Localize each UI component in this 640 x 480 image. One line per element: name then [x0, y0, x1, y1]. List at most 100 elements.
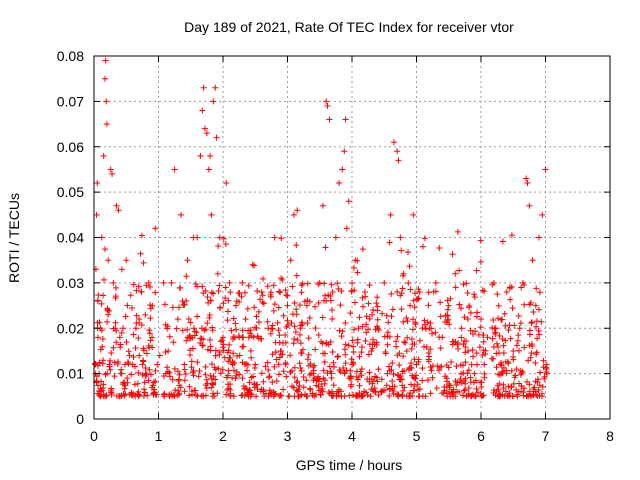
scatter-point: [341, 346, 348, 353]
scatter-point: [260, 378, 267, 385]
scatter-point: [366, 282, 373, 289]
data-point: [103, 98, 110, 105]
scatter-point: [199, 342, 206, 349]
scatter-point: [255, 319, 262, 326]
scatter-point: [540, 357, 547, 364]
scatter-point: [217, 305, 224, 312]
data-point: [465, 347, 472, 354]
scatter-point: [398, 247, 405, 254]
scatter-point: [139, 357, 146, 364]
data-point: [229, 361, 236, 368]
scatter-point: [423, 344, 430, 351]
data-point: [194, 234, 201, 241]
scatter-point: [379, 310, 386, 317]
data-point: [106, 361, 113, 368]
scatter-point: [141, 379, 148, 386]
scatter-point: [432, 288, 439, 295]
scatter-point: [255, 335, 262, 342]
scatter-point: [293, 311, 300, 318]
scatter-point: [215, 242, 222, 249]
scatter-point: [222, 295, 229, 302]
scatter-point: [405, 280, 412, 287]
scatter-point: [272, 339, 279, 346]
scatter-point: [310, 364, 317, 371]
scatter-point: [350, 360, 357, 367]
scatter-point: [312, 346, 319, 353]
scatter-point: [245, 327, 252, 334]
scatter-point: [244, 367, 251, 374]
scatter-point: [498, 316, 505, 323]
scatter-point: [188, 358, 195, 365]
scatter-point: [162, 348, 169, 355]
scatter-point: [507, 335, 514, 342]
scatter-point: [141, 386, 148, 393]
scatter-point: [421, 235, 428, 242]
scatter-point: [348, 356, 355, 363]
scatter-point: [400, 353, 407, 360]
scatter-point: [304, 297, 311, 304]
dense-scatter-band: [91, 228, 550, 400]
data-point: [395, 157, 402, 164]
scatter-point: [122, 391, 129, 398]
scatter-point: [410, 387, 417, 394]
scatter-point: [445, 364, 452, 371]
scatter-point: [373, 339, 380, 346]
data-point: [400, 270, 407, 277]
scatter-point: [190, 372, 197, 379]
scatter-point: [500, 349, 507, 356]
scatter-point: [449, 251, 456, 258]
scatter-point: [442, 312, 449, 319]
scatter-point: [388, 290, 395, 297]
scatter-point: [149, 302, 156, 309]
scatter-point: [429, 374, 436, 381]
scatter-point: [425, 302, 432, 309]
scatter-point: [132, 345, 139, 352]
y-tick-label: 0.07: [57, 93, 84, 109]
scatter-point: [224, 372, 231, 379]
scatter-point: [342, 351, 349, 358]
scatter-point: [473, 350, 480, 357]
scatter-point: [351, 299, 358, 306]
scatter-point: [108, 389, 115, 396]
scatter-point: [175, 376, 182, 383]
y-tick-label: 0.03: [57, 275, 84, 291]
scatter-point: [534, 376, 541, 383]
scatter-point: [299, 321, 306, 328]
scatter-point: [212, 376, 219, 383]
data-point: [107, 166, 114, 173]
scatter-point: [356, 382, 363, 389]
scatter-point: [239, 343, 246, 350]
data-point: [103, 121, 110, 128]
scatter-point: [470, 379, 477, 386]
scatter-point: [258, 386, 265, 393]
scatter-point: [356, 353, 363, 360]
scatter-point: [321, 350, 328, 357]
scatter-point: [416, 386, 423, 393]
scatter-point: [253, 381, 260, 388]
scatter-point: [200, 393, 207, 400]
scatter-point: [474, 361, 481, 368]
data-point: [213, 134, 220, 141]
scatter-point: [346, 392, 353, 399]
scatter-point: [262, 363, 269, 370]
scatter-point: [347, 383, 354, 390]
scatter-point: [147, 315, 154, 322]
scatter-point: [477, 237, 484, 244]
data-point: [126, 352, 133, 359]
scatter-point: [146, 366, 153, 373]
scatter-point: [164, 364, 171, 371]
scatter-point: [248, 354, 255, 361]
scatter-point: [140, 345, 147, 352]
data-point: [232, 302, 239, 309]
scatter-point: [98, 300, 105, 307]
scatter-point: [202, 363, 209, 370]
scatter-point: [458, 370, 465, 377]
scatter-point: [340, 365, 347, 372]
scatter-point: [284, 292, 291, 299]
scatter-point: [300, 384, 307, 391]
y-tick-label: 0: [76, 411, 84, 427]
scatter-point: [330, 359, 337, 366]
y-tick-label: 0.06: [57, 139, 84, 155]
scatter-point: [226, 354, 233, 361]
scatter-point: [437, 345, 444, 352]
